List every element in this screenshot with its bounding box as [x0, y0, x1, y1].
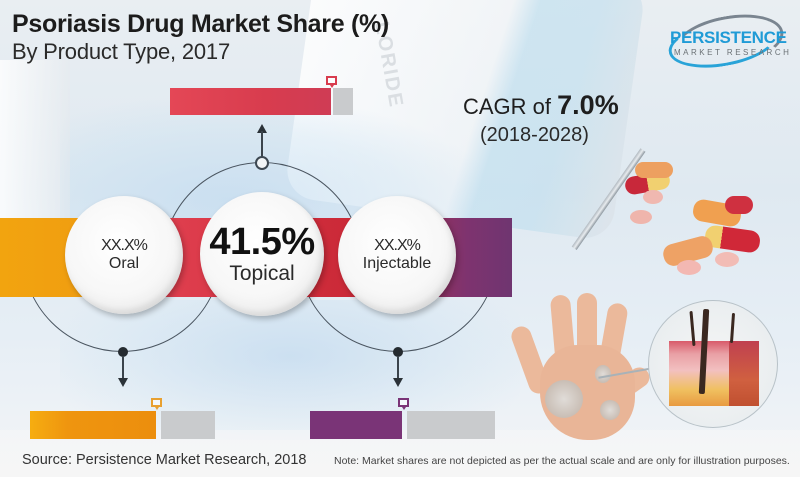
oral-label: Oral: [108, 255, 140, 272]
psoriasis-hand-illustration: [508, 285, 665, 445]
cagr-text: CAGR of 7.0%: [463, 90, 619, 121]
cagr-value: 7.0%: [557, 90, 619, 120]
note-text: Note: Market shares are not depicted as …: [334, 455, 790, 467]
tablet-pink-2: [630, 210, 652, 224]
injectable-share-bar: [310, 411, 402, 439]
segment-disc-topical: 41.5% Topical: [200, 192, 324, 316]
pill-orange: [635, 162, 673, 178]
cagr-label: CAGR of: [463, 94, 552, 119]
topical-value: 41.5%: [209, 221, 315, 263]
topical-marker-icon: [326, 76, 337, 88]
connector-line-right: [397, 356, 399, 378]
cagr-period: (2018-2028): [480, 124, 589, 146]
oral-remainder-bar: [161, 411, 215, 439]
segment-disc-injectable: XX.X% Injectable: [338, 196, 456, 314]
psoriasis-patch-small: [600, 400, 620, 420]
topical-label: Topical: [229, 262, 295, 285]
tablet-pink-4: [715, 252, 739, 267]
psoriasis-patch-mid: [595, 365, 611, 383]
topical-remainder-bar: [333, 88, 353, 115]
injectable-value: XX.X%: [374, 237, 421, 254]
psoriasis-patch-large: [545, 380, 583, 418]
pills-illustration: [615, 160, 765, 280]
arrow-down-left-icon: [118, 378, 128, 387]
node-filled-right-icon: [393, 347, 403, 357]
oral-value: XX.X%: [101, 237, 148, 254]
chart-title: Psoriasis Drug Market Share (%): [12, 10, 389, 38]
injectable-remainder-bar: [407, 411, 495, 439]
node-filled-left-icon: [118, 347, 128, 357]
injectable-label: Injectable: [362, 255, 432, 272]
oral-share-bar: [30, 411, 156, 439]
skin-side-layer: [729, 341, 759, 406]
skin-cross-section-illustration: [648, 300, 778, 428]
oral-marker-icon: [151, 398, 162, 410]
capsule-red: [725, 196, 753, 214]
connector-line-left: [122, 356, 124, 378]
tablet-pink-3: [677, 260, 701, 275]
persistence-logo: PERSISTENCE MARKET RESEARCH: [664, 6, 793, 76]
logo-tagline: MARKET RESEARCH: [674, 48, 792, 57]
source-text: Source: Persistence Market Research, 201…: [22, 452, 307, 468]
arrow-down-right-icon: [393, 378, 403, 387]
arrow-up-icon: [257, 124, 267, 133]
hair-3: [729, 312, 736, 344]
node-open-top-icon: [255, 156, 269, 170]
topical-share-bar: [170, 88, 331, 115]
injectable-marker-icon: [398, 398, 409, 410]
chart-subtitle: By Product Type, 2017: [12, 39, 230, 64]
connector-line-top: [261, 131, 263, 157]
logo-name: PERSISTENCE: [670, 28, 787, 47]
segment-disc-oral: XX.X% Oral: [65, 196, 183, 314]
tablet-pink: [643, 190, 663, 204]
